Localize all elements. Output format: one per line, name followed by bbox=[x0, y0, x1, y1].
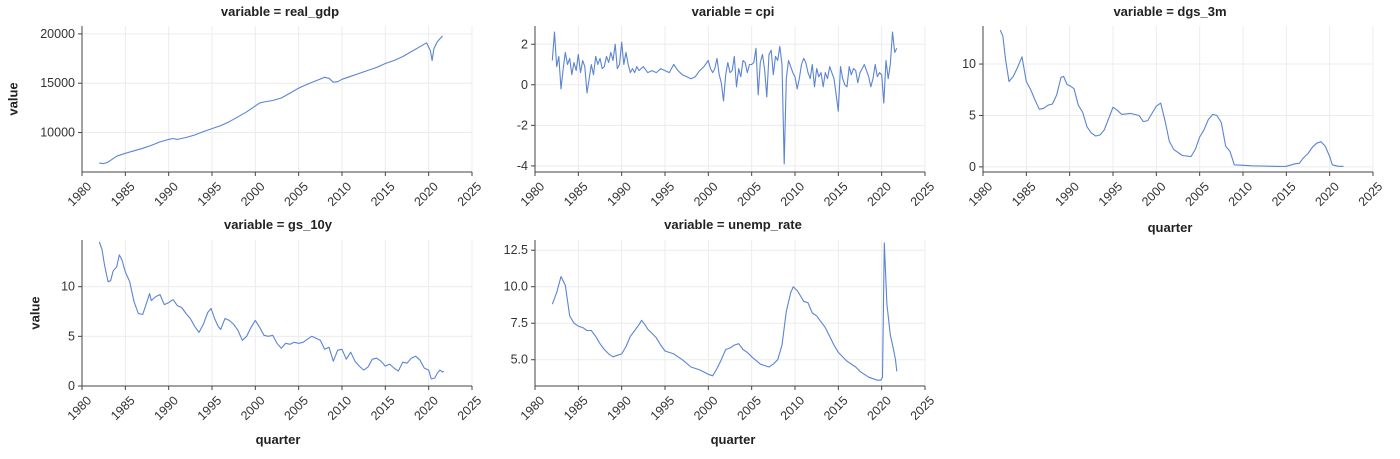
x-tick-label: 2025 bbox=[1356, 179, 1386, 209]
x-tick-label: 1995 bbox=[648, 393, 678, 423]
x-tick-label: 1990 bbox=[151, 393, 181, 423]
x-tick-label: 1985 bbox=[561, 393, 591, 423]
x-tick-label: 2000 bbox=[1139, 179, 1169, 209]
x-tick-label: 2000 bbox=[238, 179, 268, 209]
x-tick-label: 2020 bbox=[411, 393, 441, 423]
y-tick-label: 0 bbox=[521, 78, 528, 92]
x-tick-label: 2020 bbox=[1312, 179, 1342, 209]
series-line bbox=[551, 242, 898, 381]
x-tick-label: 1990 bbox=[604, 393, 634, 423]
x-tick-label: 2015 bbox=[368, 393, 398, 423]
panel-title: variable = unemp_rate bbox=[664, 217, 802, 232]
x-tick-label: 2020 bbox=[864, 393, 894, 423]
x-axis-label: quarter bbox=[1148, 220, 1193, 235]
y-tick-label: 5.0 bbox=[511, 353, 528, 367]
x-tick-label: 2015 bbox=[368, 179, 398, 209]
x-tick-label: 2005 bbox=[281, 393, 311, 423]
y-tick-label: 0 bbox=[969, 160, 976, 174]
x-tick-label: 2010 bbox=[778, 179, 808, 209]
panel-title: variable = cpi bbox=[692, 4, 775, 19]
x-tick-label: 2005 bbox=[734, 393, 764, 423]
y-tick-label: 0 bbox=[68, 379, 75, 393]
x-tick-label: 1980 bbox=[518, 179, 548, 209]
y-tick-label: 10 bbox=[962, 57, 976, 71]
x-tick-label: 2010 bbox=[778, 393, 808, 423]
x-tick-label: 2025 bbox=[455, 179, 485, 209]
x-tick-label: 2005 bbox=[734, 179, 764, 209]
x-tick-label: 2000 bbox=[238, 393, 268, 423]
series-line bbox=[99, 35, 443, 165]
x-tick-label: 2020 bbox=[411, 179, 441, 209]
x-tick-label: 1980 bbox=[966, 179, 996, 209]
series-line bbox=[98, 241, 445, 380]
x-axis-label: quarter bbox=[711, 432, 756, 447]
y-tick-label: 5 bbox=[969, 108, 976, 122]
x-tick-label: 2015 bbox=[821, 179, 851, 209]
y-tick-label: 2 bbox=[521, 37, 528, 51]
y-tick-label: -2 bbox=[517, 118, 528, 132]
x-tick-label: 1985 bbox=[108, 393, 138, 423]
x-tick-label: 1990 bbox=[151, 179, 181, 209]
x-tick-label: 2025 bbox=[455, 393, 485, 423]
panel-2: -4 -2 0 2 1980 1985 1990 1995 2000 2005 2010 2015 20… bbox=[517, 4, 937, 209]
x-tick-label: 1995 bbox=[195, 179, 225, 209]
y-tick-label: 15000 bbox=[40, 76, 75, 90]
x-tick-label: 1980 bbox=[65, 393, 95, 423]
x-tick-label: 2005 bbox=[281, 179, 311, 209]
x-tick-label: 2010 bbox=[325, 179, 355, 209]
x-axis-label: quarter bbox=[256, 432, 301, 447]
panel-1: 10000 15000 20000 1980 1985 1990 1995 2000 2005 2… bbox=[5, 4, 484, 209]
y-tick-label: 20000 bbox=[40, 27, 75, 41]
x-tick-label: 2005 bbox=[1182, 179, 1212, 209]
x-tick-label: 1995 bbox=[648, 179, 678, 209]
x-tick-label: 1985 bbox=[1009, 179, 1039, 209]
panel-title: variable = real_gdp bbox=[221, 4, 339, 19]
x-tick-label: 1980 bbox=[65, 179, 95, 209]
panel-title: variable = dgs_3m bbox=[1113, 4, 1226, 19]
y-tick-label: -4 bbox=[517, 159, 528, 173]
panel-5: 5.0 7.5 10.0 12.5 1980 1985 1990 1995 2000 2005 20… bbox=[504, 217, 938, 447]
series-line bbox=[999, 29, 1344, 167]
panel-3: 0 5 10 1980 1985 1990 1995 2000 2005 2010 2015 2020… bbox=[962, 4, 1385, 235]
x-tick-label: 1985 bbox=[108, 179, 138, 209]
x-tick-label: 2010 bbox=[325, 393, 355, 423]
x-tick-label: 1990 bbox=[1052, 179, 1082, 209]
y-axis-label: value bbox=[5, 82, 20, 115]
x-tick-label: 1990 bbox=[604, 179, 634, 209]
y-tick-label: 10.0 bbox=[504, 280, 528, 294]
y-axis-label: value bbox=[27, 296, 42, 329]
x-tick-label: 2000 bbox=[691, 179, 721, 209]
x-tick-label: 1995 bbox=[195, 393, 225, 423]
x-tick-label: 2015 bbox=[821, 393, 851, 423]
x-tick-label: 2010 bbox=[1226, 179, 1256, 209]
x-tick-label: 2025 bbox=[908, 393, 938, 423]
x-tick-label: 1985 bbox=[561, 179, 591, 209]
x-tick-label: 2020 bbox=[864, 179, 894, 209]
series-line bbox=[551, 31, 898, 165]
x-tick-label: 2015 bbox=[1269, 179, 1299, 209]
y-tick-label: 5 bbox=[68, 329, 75, 343]
panel-title: variable = gs_10y bbox=[224, 217, 333, 232]
x-tick-label: 2025 bbox=[908, 179, 938, 209]
y-tick-label: 10 bbox=[61, 280, 75, 294]
x-tick-label: 1980 bbox=[518, 393, 548, 423]
x-tick-label: 2000 bbox=[691, 393, 721, 423]
y-tick-label: 7.5 bbox=[511, 316, 528, 330]
x-tick-label: 1995 bbox=[1096, 179, 1126, 209]
panel-4: 0 5 10 1980 1985 1990 1995 2000 2005 2010 2015 2020… bbox=[27, 217, 484, 447]
y-tick-label: 12.5 bbox=[504, 243, 528, 257]
y-tick-label: 10000 bbox=[40, 126, 75, 140]
